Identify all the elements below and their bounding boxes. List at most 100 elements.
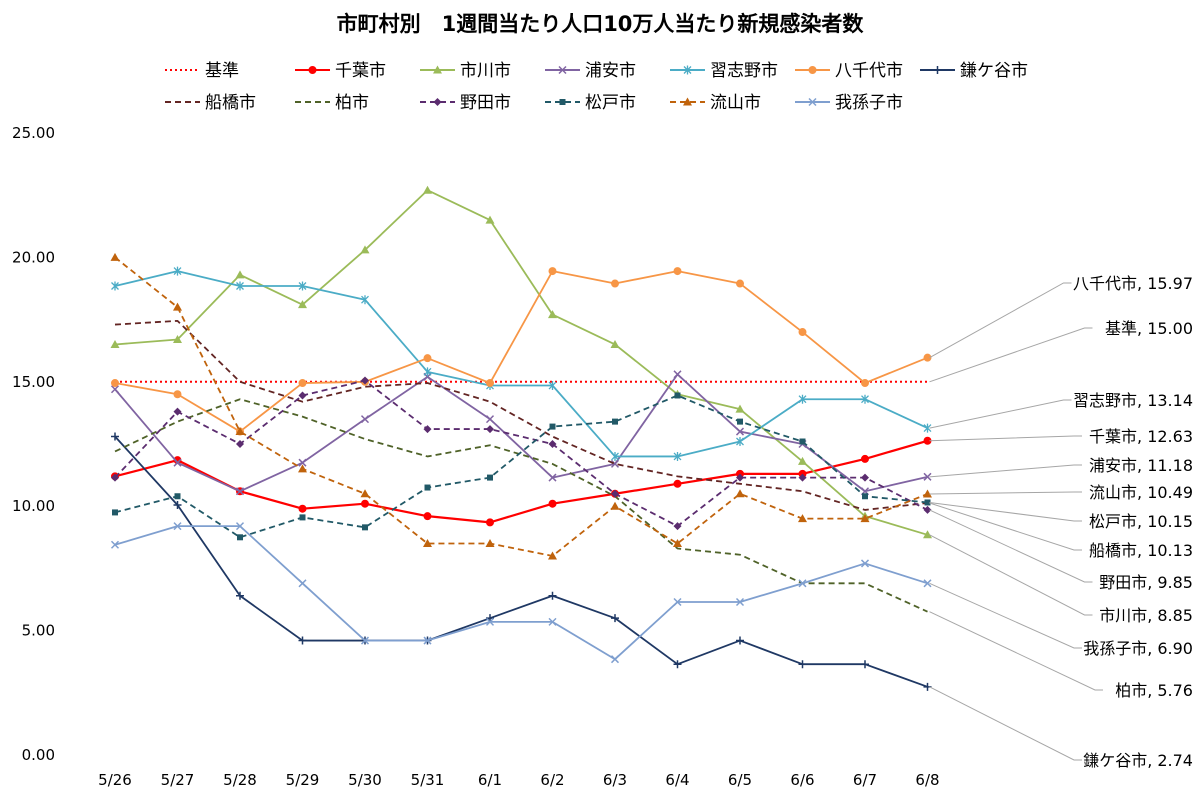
data-point bbox=[173, 390, 182, 399]
data-point bbox=[673, 597, 682, 607]
data-point bbox=[736, 473, 744, 482]
x-tick-label: 6/5 bbox=[728, 771, 752, 789]
y-tick-label: 10.00 bbox=[12, 497, 55, 515]
data-point bbox=[735, 597, 745, 607]
data-point bbox=[861, 660, 869, 669]
data-point bbox=[548, 617, 557, 626]
legend-marker bbox=[433, 65, 442, 74]
data-point bbox=[798, 473, 807, 482]
series-2 bbox=[110, 185, 932, 539]
data-point bbox=[298, 504, 307, 513]
end-label: 市川市, 8.85 bbox=[1099, 606, 1193, 625]
y-tick-label: 20.00 bbox=[12, 248, 55, 266]
data-point bbox=[361, 499, 369, 508]
data-point bbox=[861, 394, 869, 404]
data-point bbox=[548, 267, 557, 276]
data-point bbox=[798, 579, 807, 588]
data-point bbox=[673, 660, 682, 669]
end-label-leader bbox=[929, 502, 1082, 551]
legend-label: 流山市 bbox=[710, 93, 761, 113]
data-point bbox=[360, 636, 370, 645]
end-label-leader bbox=[929, 534, 1093, 616]
series-line bbox=[114, 256, 928, 557]
legend-marker bbox=[558, 65, 567, 75]
data-point bbox=[674, 392, 681, 399]
x-tick-label: 5/27 bbox=[161, 771, 195, 789]
end-label: 流山市, 10.49 bbox=[1089, 483, 1193, 502]
data-point bbox=[485, 215, 495, 224]
data-point bbox=[424, 484, 431, 491]
legend-label: 習志野市 bbox=[710, 61, 778, 81]
legend-label: 市川市 bbox=[460, 61, 511, 81]
data-point bbox=[549, 423, 556, 430]
data-point bbox=[923, 472, 932, 481]
end-label-leader bbox=[929, 327, 1093, 383]
data-point bbox=[486, 614, 494, 623]
y-tick-label: 5.00 bbox=[22, 622, 55, 640]
data-point bbox=[485, 617, 495, 626]
data-point bbox=[735, 427, 745, 436]
data-point bbox=[173, 522, 182, 531]
end-label: 浦安市, 11.18 bbox=[1089, 456, 1193, 475]
series-line bbox=[114, 270, 928, 458]
data-point bbox=[298, 464, 307, 473]
data-point bbox=[923, 489, 932, 498]
data-point bbox=[611, 279, 619, 288]
end-label: 船橋市, 10.13 bbox=[1089, 541, 1193, 560]
legend-marker bbox=[683, 65, 692, 75]
end-labels: 基準, 15.00 千葉市, 12.63 市川市, 8.85 浦安市, 11.18 習志… bbox=[929, 274, 1193, 770]
data-point bbox=[611, 489, 619, 498]
data-point bbox=[923, 530, 932, 539]
data-point bbox=[673, 522, 682, 531]
y-tick-label: 15.00 bbox=[12, 373, 55, 391]
data-point bbox=[861, 379, 869, 388]
data-point bbox=[923, 505, 932, 514]
series-line bbox=[114, 439, 928, 524]
data-point bbox=[298, 391, 307, 400]
data-point bbox=[548, 551, 557, 560]
data-point bbox=[298, 300, 307, 309]
legend-entry: 千葉市 bbox=[295, 61, 386, 81]
data-point bbox=[548, 499, 557, 508]
data-point bbox=[548, 310, 557, 319]
data-point bbox=[423, 425, 432, 434]
legend-entry: 習志野市 bbox=[670, 61, 778, 81]
legend-label: 我孫子市 bbox=[835, 93, 903, 113]
data-point bbox=[735, 404, 745, 413]
x-tick-label: 5/31 bbox=[411, 771, 445, 789]
series-line bbox=[114, 525, 928, 661]
end-label-leader bbox=[929, 282, 1072, 359]
data-point bbox=[173, 407, 182, 416]
x-tick-label: 6/2 bbox=[540, 771, 564, 789]
legend-label: 浦安市 bbox=[585, 61, 636, 81]
legend-entry: 松戸市 bbox=[545, 93, 636, 113]
data-point bbox=[236, 281, 244, 291]
data-point bbox=[612, 418, 618, 425]
data-point bbox=[486, 518, 494, 527]
series-line bbox=[114, 435, 928, 688]
end-label: 習志野市, 13.14 bbox=[1073, 391, 1193, 410]
legend-entry: 浦安市 bbox=[545, 61, 636, 81]
series-5 bbox=[111, 267, 932, 436]
data-point bbox=[110, 339, 120, 348]
x-tick-label: 6/4 bbox=[665, 771, 689, 789]
data-point bbox=[487, 474, 493, 481]
data-point bbox=[485, 539, 495, 548]
series-line bbox=[114, 319, 928, 511]
legend-marker bbox=[559, 99, 566, 105]
data-point bbox=[673, 479, 682, 488]
end-label-leader bbox=[929, 509, 1093, 583]
legend-entry: 野田市 bbox=[420, 93, 511, 113]
data-point bbox=[610, 339, 620, 348]
data-point bbox=[360, 245, 370, 254]
series-group bbox=[110, 185, 932, 691]
legend-entry: 柏市 bbox=[295, 93, 369, 113]
data-point bbox=[361, 376, 369, 385]
series-11 bbox=[110, 252, 932, 560]
legend-label: 柏市 bbox=[335, 93, 369, 113]
x-tick-label: 6/6 bbox=[790, 771, 814, 789]
legend-marker bbox=[808, 97, 817, 107]
legend-label: 八千代市 bbox=[835, 61, 903, 81]
